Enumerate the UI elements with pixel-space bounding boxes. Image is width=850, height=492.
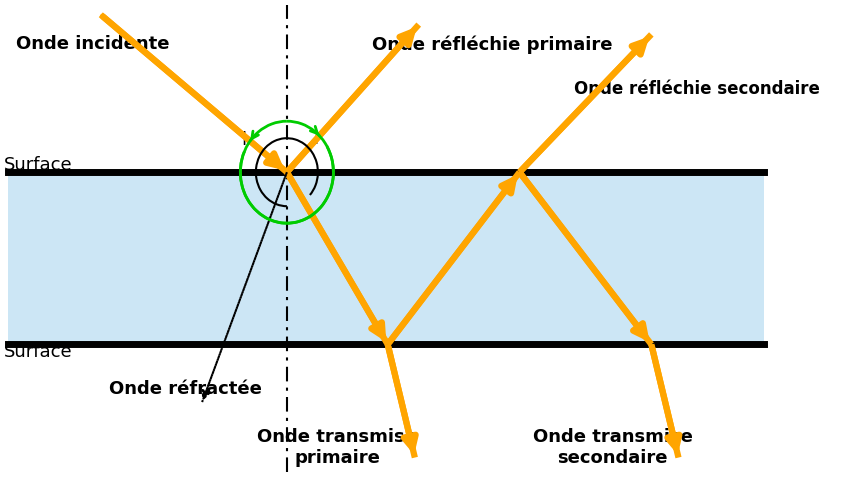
Text: Onde incidente: Onde incidente bbox=[15, 35, 169, 53]
Text: Surface: Surface bbox=[4, 343, 72, 361]
Text: Onde réfléchie primaire: Onde réfléchie primaire bbox=[372, 35, 613, 54]
Bar bbox=[8, 172, 764, 344]
Text: Surface: Surface bbox=[4, 156, 72, 174]
Text: Onde transmise
secondaire: Onde transmise secondaire bbox=[533, 428, 693, 467]
Text: i: i bbox=[241, 131, 246, 149]
Text: Onde réfléchie secondaire: Onde réfléchie secondaire bbox=[574, 80, 819, 97]
Text: Onde transmise
primaire: Onde transmise primaire bbox=[258, 428, 417, 467]
Text: i': i' bbox=[313, 130, 323, 148]
Text: Onde réfractée: Onde réfractée bbox=[109, 380, 262, 398]
